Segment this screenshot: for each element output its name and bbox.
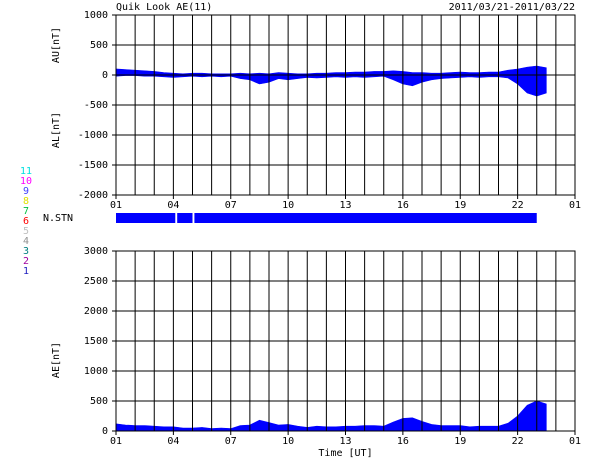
x-tick-label: 04 (167, 436, 179, 447)
n-stn-segment (194, 213, 537, 223)
y-tick-label: 0 (102, 426, 108, 437)
y-tick-label: 1000 (84, 366, 108, 377)
title: Quik Look AE(11) (116, 2, 212, 13)
y-axis-label: AU[nT] (51, 27, 62, 63)
legend-entry: 2 (23, 256, 29, 267)
x-tick-label: 13 (339, 200, 351, 211)
x-axis-label: Time [UT] (318, 448, 372, 459)
x-tick-label: 16 (397, 436, 409, 447)
legend-entry: 3 (23, 246, 29, 257)
legend-entry: 7 (23, 206, 29, 217)
legend-entry: 11 (20, 166, 32, 177)
x-tick-label: 10 (282, 436, 294, 447)
date-range: 2011/03/21-2011/03/22 (449, 2, 575, 13)
y-tick-label: 1000 (84, 10, 108, 21)
y-axis-label: AE[nT] (51, 342, 62, 378)
legend-entry: 5 (23, 226, 29, 237)
legend-entry: 6 (23, 216, 29, 227)
y-tick-label: 500 (90, 396, 108, 407)
n-stn-label: N.STN (43, 213, 73, 224)
y-tick-label: -500 (84, 100, 108, 111)
area (115, 400, 547, 432)
legend-entry: 9 (23, 186, 29, 197)
n-stn-segment (177, 213, 193, 223)
y-tick-label: -1000 (78, 130, 108, 141)
area (115, 74, 547, 97)
legend-entry: 1 (23, 266, 29, 277)
y-tick-label: -1500 (78, 160, 108, 171)
y-tick-label: 3000 (84, 246, 108, 257)
x-tick-label: 01 (569, 436, 581, 447)
x-tick-label: 13 (339, 436, 351, 447)
x-tick-label: 07 (225, 200, 237, 211)
x-tick-label: 01 (569, 200, 581, 211)
plot-frame (115, 14, 576, 196)
y-tick-label: 0 (102, 70, 108, 81)
y-tick-label: 2000 (84, 306, 108, 317)
legend-entry: 8 (23, 196, 29, 207)
legend-entry: 10 (20, 176, 32, 187)
y-axis-label: AL[nT] (51, 112, 62, 148)
y-tick-label: -2000 (78, 190, 108, 201)
x-tick-label: 16 (397, 200, 409, 211)
n-stn-segment (116, 213, 176, 223)
x-tick-label: 01 (110, 200, 122, 211)
x-tick-label: 04 (167, 200, 179, 211)
y-tick-label: 500 (90, 40, 108, 51)
x-tick-label: 19 (454, 200, 466, 211)
y-tick-label: 2500 (84, 276, 108, 287)
x-tick-label: 22 (512, 436, 524, 447)
legend-entry: 4 (23, 236, 29, 247)
x-tick-label: 01 (110, 436, 122, 447)
x-tick-label: 10 (282, 200, 294, 211)
x-tick-label: 07 (225, 436, 237, 447)
x-tick-label: 19 (454, 436, 466, 447)
area (115, 65, 547, 76)
y-tick-label: 1500 (84, 336, 108, 347)
plot-frame (115, 250, 576, 432)
x-tick-label: 22 (512, 200, 524, 211)
